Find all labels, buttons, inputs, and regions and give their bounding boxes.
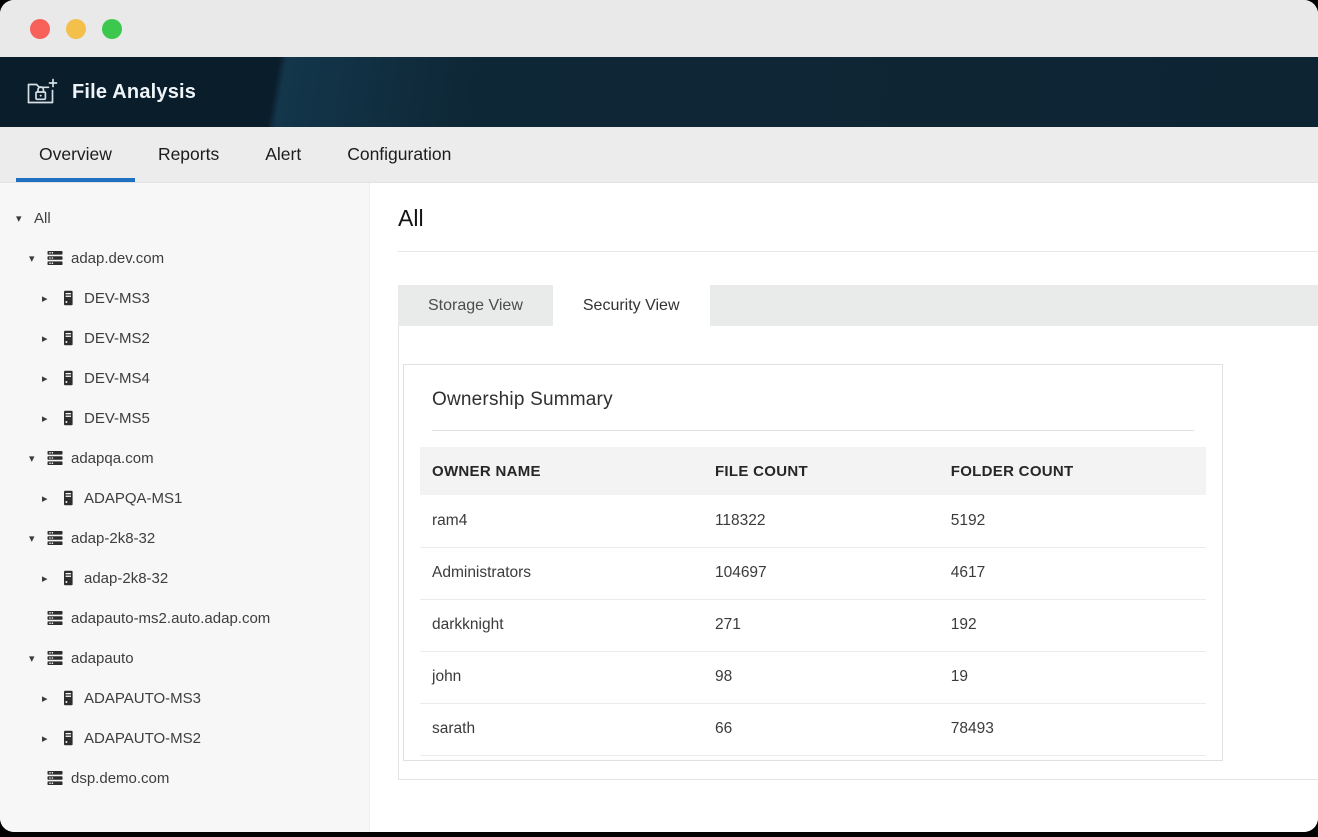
tree-item-adapauto-ms3[interactable]: ▸ ADAPAUTO-MS3: [42, 689, 201, 707]
tree-item-dev-ms4[interactable]: ▸ DEV-MS4: [42, 369, 150, 387]
tree-item-adapauto-ms2-auto-adap-com[interactable]: adapauto-ms2.auto.adap.com: [0, 598, 369, 638]
ownership-summary-card: Ownership Summary OWNER NAME FILE COUNT FO…: [403, 364, 1223, 761]
view-tabs: Storage View Security View: [398, 285, 1318, 326]
primary-nav: Overview Reports Alert Configuration: [0, 127, 1318, 183]
table-row-darkknight[interactable]: darkknight 271 192: [420, 599, 1206, 652]
caret-right-icon[interactable]: ▸: [42, 372, 48, 385]
nav-tab-reports[interactable]: Reports: [157, 144, 220, 164]
server-icon: [60, 730, 76, 746]
table-cell: Administrators: [420, 547, 703, 600]
app-title: File Analysis: [72, 80, 197, 103]
server-icon: [60, 410, 76, 426]
tree-item-all[interactable]: ▾ All: [16, 209, 51, 227]
column-header-file-count: FILE COUNT: [702, 447, 939, 495]
caret-right-icon[interactable]: ▸: [42, 412, 48, 425]
table-cell: john: [420, 651, 703, 704]
caret-right-icon[interactable]: ▸: [42, 292, 48, 305]
table-cell: darkknight: [420, 599, 703, 652]
tree-item-adap-2k8-32[interactable]: ▸ adap-2k8-32: [42, 569, 169, 587]
table-cell: 271: [702, 599, 939, 652]
main-panel: All Storage View Security View Ownership …: [370, 183, 1318, 832]
domain-server-icon: [47, 770, 63, 786]
tree-item-dev-ms3[interactable]: ▸ DEV-MS3: [42, 289, 150, 307]
column-header-folder-count: FOLDER COUNT: [938, 447, 1206, 495]
caret-down-icon[interactable]: ▾: [16, 212, 22, 225]
caret-right-icon[interactable]: ▸: [42, 692, 48, 705]
tree-item-adapauto-ms2[interactable]: ▸ ADAPAUTO-MS2: [42, 729, 201, 747]
view-tab-security-view[interactable]: Security View: [552, 285, 710, 326]
caret-down-icon[interactable]: ▾: [29, 252, 35, 265]
table-cell: ram4: [420, 495, 703, 548]
folder-lock-add-icon: [26, 77, 58, 107]
domain-server-icon: [47, 250, 63, 266]
table-cell: 19: [938, 651, 1206, 704]
table-row-ram4[interactable]: ram4 118322 5192: [420, 495, 1206, 548]
tab-content-panel: Ownership Summary OWNER NAME FILE COUNT FO…: [398, 326, 1318, 780]
tree-item-adapqa-com[interactable]: ▾ adapqa.com: [29, 449, 154, 467]
server-icon: [60, 290, 76, 306]
table-cell: 192: [938, 599, 1206, 652]
content-area: ▾ All ▾ adap.dev.com ▸ DEV-MS3 ▸ DEV-MS2…: [0, 183, 1318, 832]
minimize-button[interactable]: [66, 18, 86, 39]
caret-right-icon[interactable]: ▸: [42, 492, 48, 505]
table-row-sarath[interactable]: sarath 66 78493: [420, 703, 1206, 756]
nav-tab-overview[interactable]: Overview: [16, 127, 135, 182]
view-tab-storage-view[interactable]: Storage View: [428, 297, 523, 314]
table-cell: 66: [702, 703, 939, 756]
tree-item-dsp-demo-com[interactable]: dsp.demo.com: [0, 758, 369, 798]
caret-down-icon[interactable]: ▾: [29, 652, 35, 665]
tree-item-dev-ms5[interactable]: ▸ DEV-MS5: [42, 409, 150, 427]
app-header: File Analysis: [0, 57, 1318, 127]
table-row-administrators[interactable]: Administrators 104697 4617: [420, 547, 1206, 600]
domain-server-icon: [47, 610, 63, 626]
tree-item-dev-ms2[interactable]: ▸ DEV-MS2: [42, 329, 150, 347]
close-button[interactable]: [30, 18, 50, 39]
table-cell: sarath: [420, 703, 703, 756]
table-cell: 104697: [702, 547, 939, 600]
table-row-john[interactable]: john 98 19: [420, 651, 1206, 704]
tree-item-adapqa-ms1[interactable]: ▸ ADAPQA-MS1: [42, 489, 183, 507]
server-icon: [60, 330, 76, 346]
caret-right-icon[interactable]: ▸: [42, 572, 48, 585]
caret-right-icon[interactable]: ▸: [42, 732, 48, 745]
table-cell: 118322: [702, 495, 939, 548]
caret-down-icon[interactable]: ▾: [29, 532, 35, 545]
ownership-table: OWNER NAME FILE COUNT FOLDER COUNT ram4 118…: [420, 447, 1206, 756]
tree-item-adap-dev-com[interactable]: ▾ adap.dev.com: [29, 249, 165, 267]
server-icon: [60, 370, 76, 386]
caret-right-icon[interactable]: ▸: [42, 332, 48, 345]
table-cell: 98: [702, 651, 939, 704]
server-icon: [60, 690, 76, 706]
table-header-row: OWNER NAME FILE COUNT FOLDER COUNT: [420, 447, 1206, 495]
caret-down-icon[interactable]: ▾: [29, 452, 35, 465]
table-cell: 78493: [938, 703, 1206, 756]
zoom-button[interactable]: [102, 18, 122, 39]
column-header-owner-name: OWNER NAME: [420, 447, 703, 495]
domain-server-icon: [47, 650, 63, 666]
sidebar-tree: ▾ All ▾ adap.dev.com ▸ DEV-MS3 ▸ DEV-MS2…: [0, 183, 370, 832]
domain-server-icon: [47, 450, 63, 466]
heading-divider: [398, 251, 1318, 252]
window-titlebar: [0, 0, 1318, 57]
nav-tab-configuration[interactable]: Configuration: [347, 144, 452, 164]
table-cell: 4617: [938, 547, 1206, 600]
server-icon: [60, 570, 76, 586]
tree-item-adap-2k8-32[interactable]: ▾ adap-2k8-32: [29, 529, 156, 547]
page-title: All: [398, 205, 424, 231]
table-cell: 5192: [938, 495, 1206, 548]
active-tab-underline: [16, 178, 135, 182]
card-title: Ownership Summary: [432, 389, 613, 410]
server-icon: [60, 490, 76, 506]
nav-tab-alert[interactable]: Alert: [265, 144, 302, 164]
tree-item-adapauto[interactable]: ▾ adapauto: [29, 649, 134, 667]
card-divider: [432, 430, 1194, 431]
domain-server-icon: [47, 530, 63, 546]
